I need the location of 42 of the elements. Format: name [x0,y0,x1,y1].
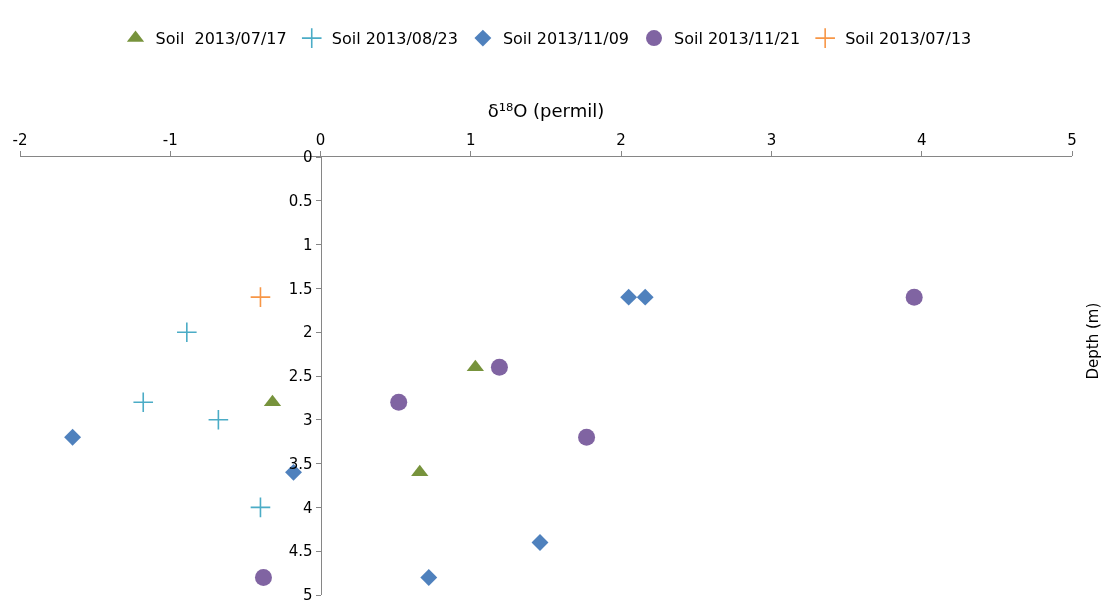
x-tick-label: -1 [162,131,178,149]
y-tick-label: 4.5 [288,542,313,561]
x-tick-label: 2 [616,131,626,149]
x-tick-label: 5 [1067,131,1077,149]
y-tick-label: 1 [303,235,313,254]
point [249,286,272,308]
point [64,428,82,446]
y-tick-label: 2.5 [288,367,313,386]
x-tick-label: 1 [466,131,476,149]
point [207,409,229,431]
point [132,391,154,413]
x-tick-label: 0 [315,131,326,149]
point [411,464,429,477]
legend-label: Soil 2013/11/09 [502,29,630,49]
x-tick-label: 3 [766,131,777,149]
y-tick-label: 0 [303,148,313,167]
legend-label: Soil 2013/11/21 [674,29,801,49]
x-axis-title: δ¹⁸O (permil) [487,100,605,122]
y-tick-label: 0.5 [288,192,313,211]
x-tick-label: -2 [12,131,28,149]
y-tick-label: 4 [303,498,313,517]
legend-label: Soil 2013/07/13 [845,29,972,49]
point [578,428,596,446]
y-tick-label: 3.5 [288,454,313,473]
point [390,393,408,411]
point [420,569,438,586]
point [176,321,198,343]
point [490,358,508,376]
point [249,496,272,518]
y-tick-label: 2 [303,323,313,342]
y-axis-title: Depth (m) [1083,302,1102,380]
point [620,288,638,306]
point [636,288,654,306]
y-tick-label: 5 [303,586,313,605]
x-tick-label: 4 [916,131,927,149]
point [531,533,549,551]
legend-label: Soil 2013/07/17 [155,29,287,49]
point [254,568,272,586]
point [905,288,923,306]
legend-label: Soil 2013/08/23 [331,29,458,49]
y-tick-label: 1.5 [288,279,313,298]
y-tick-label: 3 [303,411,313,430]
